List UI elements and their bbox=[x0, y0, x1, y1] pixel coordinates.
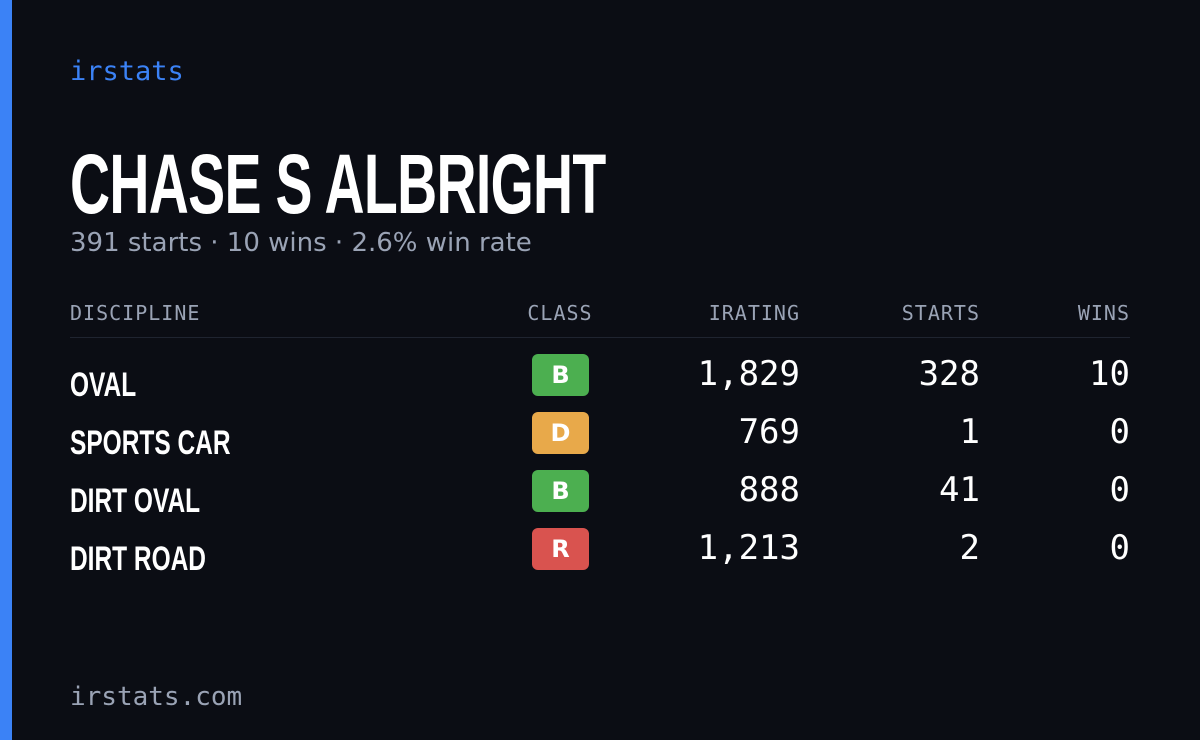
discipline: SPORTS CAR bbox=[70, 424, 231, 462]
irating: 769 bbox=[738, 412, 800, 452]
starts: 41 bbox=[939, 470, 980, 510]
accent-bar bbox=[0, 0, 12, 740]
brand: irstats bbox=[70, 56, 184, 87]
discipline: OVAL bbox=[70, 366, 137, 404]
column-header: CLASS bbox=[527, 301, 593, 325]
summary: 391 starts · 10 wins · 2.6% win rate bbox=[70, 228, 532, 258]
column-header: IRATING bbox=[708, 301, 800, 325]
irating: 888 bbox=[738, 470, 800, 510]
wins: 0 bbox=[1109, 470, 1130, 510]
header-rule bbox=[70, 337, 1130, 338]
class-badge: B bbox=[532, 470, 589, 512]
wins: 0 bbox=[1109, 528, 1130, 568]
irating: 1,213 bbox=[697, 528, 800, 568]
irating: 1,829 bbox=[697, 354, 800, 394]
starts: 328 bbox=[918, 354, 980, 394]
column-header: DISCIPLINE bbox=[70, 301, 201, 325]
starts: 2 bbox=[959, 528, 980, 568]
class-badge: B bbox=[532, 354, 589, 396]
discipline: DIRT ROAD bbox=[70, 540, 207, 578]
discipline: DIRT OVAL bbox=[70, 482, 201, 520]
column-header: STARTS bbox=[901, 301, 980, 325]
class-badge: R bbox=[532, 528, 589, 570]
starts: 1 bbox=[959, 412, 980, 452]
driver-name: CHASE S ALBRIGHT bbox=[70, 137, 606, 231]
wins: 10 bbox=[1089, 354, 1130, 394]
class-badge: D bbox=[532, 412, 589, 454]
wins: 0 bbox=[1109, 412, 1130, 452]
footer: irstats.com bbox=[70, 682, 243, 712]
column-header: WINS bbox=[1077, 301, 1130, 325]
